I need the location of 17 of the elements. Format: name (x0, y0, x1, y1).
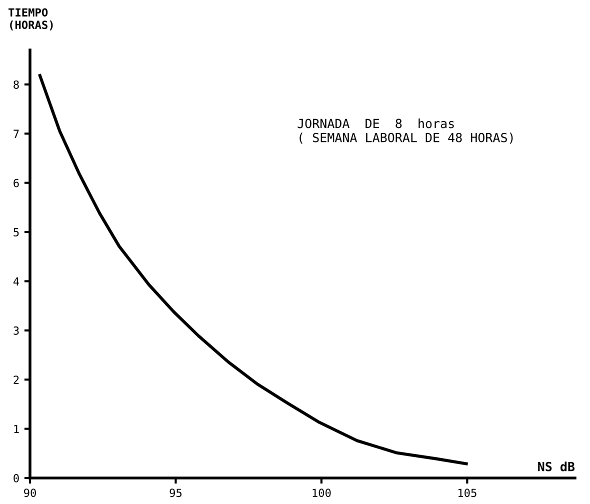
x-tick-label: 100 (312, 488, 331, 498)
y-tick-label: 3 (14, 326, 19, 335)
y-tick-label: 0 (14, 474, 19, 482)
x-tick-label: 105 (458, 488, 476, 498)
x-axis-title: NS dB (538, 462, 575, 472)
y-axis-title: TIEMPO (HORAS) (8, 8, 53, 30)
y-tick-label: 6 (14, 178, 19, 188)
x-tick-label: 95 (170, 488, 182, 498)
y-tick-label: 1 (14, 424, 19, 434)
x-tick-label: 90 (24, 488, 36, 498)
annotation: JORNADA DE 8 horas ( SEMANA LABORAL DE 48 HORAS) (298, 118, 513, 144)
y-tick-label: 7 (14, 130, 19, 138)
y-tick-label: 4 (13, 277, 20, 286)
line-series (38, 74, 468, 466)
y-tick-label: 5 (14, 228, 19, 236)
y-tick-label: 2 (14, 376, 19, 384)
y-tick-label: 8 (14, 80, 19, 89)
